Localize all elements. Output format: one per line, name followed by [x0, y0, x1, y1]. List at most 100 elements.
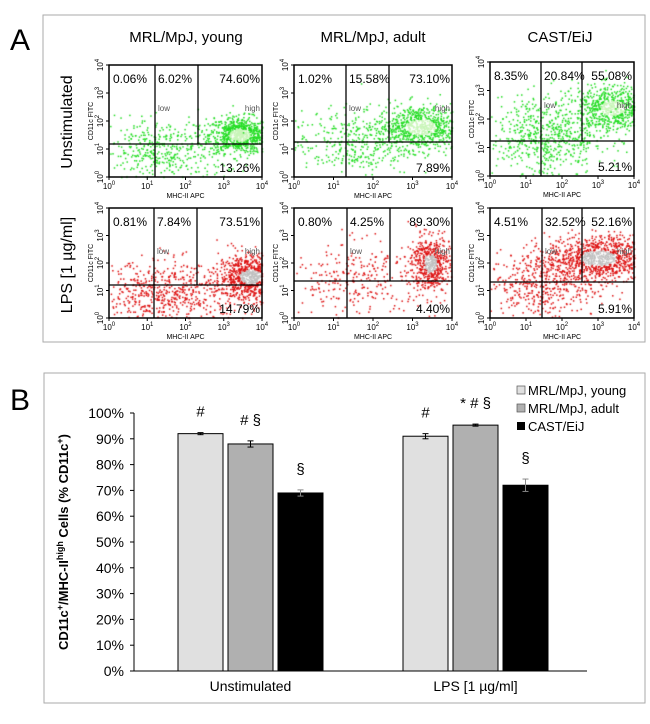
quadrant-percent-low: 6.02% [158, 72, 192, 86]
tick-exponent: 3 [227, 322, 231, 328]
tick-base: 10 [179, 182, 188, 191]
tick-base: 10 [628, 181, 637, 190]
x-tick-label: 100 [103, 322, 116, 332]
tick-base: 10 [96, 287, 105, 296]
legend-swatch-adult [516, 403, 526, 413]
quadrant-percent-lower-right: 5.21% [598, 160, 632, 174]
tick-base: 10 [477, 144, 486, 153]
tick-base: 10 [256, 323, 265, 332]
tick-exponent: 4 [95, 201, 101, 205]
y-tick-label: 20% [96, 611, 124, 627]
tick-exponent: 3 [415, 322, 419, 328]
tick-base: 10 [281, 118, 290, 127]
tick-exponent: 3 [280, 229, 286, 233]
tick-base: 10 [477, 116, 486, 125]
tick-exponent: 2 [376, 322, 380, 328]
tick-base: 10 [477, 205, 486, 214]
tick-base: 10 [281, 174, 290, 183]
tick-exponent: 2 [476, 256, 482, 260]
y-axis-label: CD11c FITC [273, 102, 280, 140]
bar-chart: 0% 10% 20% 30% 40% 50% 60% 70% 80% 90% 100% Unstimu… [88, 395, 587, 694]
x-tick-label: 102 [556, 322, 569, 332]
tick-exponent: 0 [297, 322, 301, 328]
bar [277, 492, 324, 672]
flow-plot: 8.35% 20.84% 55.08%5.21%low high10010010110… [469, 55, 641, 199]
quadrant-percent-low: 4.25% [350, 215, 384, 229]
gate-label-high: high [617, 247, 632, 256]
y-tick-label: 102 [95, 256, 105, 269]
tick-base: 10 [446, 323, 455, 332]
y-tick-label: 100% [88, 405, 124, 421]
quadrant-percent-high: 73.51% [219, 215, 260, 229]
tick-base: 10 [96, 90, 105, 99]
tick-exponent: 4 [455, 181, 459, 187]
tick-base: 10 [96, 260, 105, 269]
tick-base: 10 [477, 260, 486, 269]
y-tick-label: 101 [280, 284, 290, 297]
gate-label-low: low [545, 247, 557, 256]
significance-annotation: # [421, 405, 430, 422]
legend-label-cast: CAST/EiJ [528, 419, 584, 434]
tick-base: 10 [484, 323, 493, 332]
significance-annotation: § [521, 450, 529, 467]
y-tick-label: 103 [95, 229, 105, 242]
tick-base: 10 [556, 323, 565, 332]
panel-b-label: B [10, 384, 30, 417]
quadrant-percent-negative: 0.81% [113, 215, 147, 229]
y-tick-label: 100 [280, 311, 290, 324]
panel-b-frame [43, 372, 646, 704]
tick-exponent: 1 [95, 284, 101, 288]
tick-base: 10 [281, 62, 290, 71]
quadrant-percent-low: 7.84% [157, 215, 191, 229]
tick-exponent: 2 [476, 112, 482, 116]
tick-base: 10 [141, 182, 150, 191]
tick-exponent: 4 [265, 181, 269, 187]
tick-base: 10 [96, 315, 105, 324]
y-label-part: Cells (% CD11c [56, 444, 71, 542]
x-tick-label: 103 [592, 180, 605, 190]
tick-base: 10 [103, 182, 112, 191]
x-tick-label: 104 [256, 181, 269, 191]
x-tick-label: 101 [141, 181, 154, 191]
x-tick-label: 102 [179, 181, 192, 191]
x-axis-label: MHC-II APC [354, 334, 392, 341]
y-tick-label: 104 [476, 201, 486, 214]
y-tick-label: 60% [96, 508, 124, 524]
tick-exponent: 3 [476, 229, 482, 233]
y-tick-label: 30% [96, 586, 124, 602]
tick-exponent: 0 [476, 311, 482, 315]
tick-exponent: 1 [280, 142, 286, 146]
y-tick-label: 104 [95, 58, 105, 71]
significance-annotation: § [296, 461, 304, 478]
y-label-sup: high [55, 541, 65, 560]
tick-base: 10 [281, 146, 290, 155]
tick-base: 10 [218, 323, 227, 332]
y-tick-label: 40% [96, 560, 124, 576]
tick-exponent: 1 [336, 322, 340, 328]
quadrant-percent-low: 32.52% [545, 215, 586, 229]
tick-exponent: 2 [95, 114, 101, 118]
tick-exponent: 3 [601, 180, 605, 186]
flow-plot: 1.02% 15.58% 73.10%7.89%low high10010010110… [273, 58, 459, 200]
legend-label-young: MRL/MpJ, young [528, 383, 626, 398]
x-category-label: Unstimulated [210, 678, 292, 694]
significance-annotation: # § [240, 412, 261, 429]
x-tick-label: 104 [628, 180, 641, 190]
tick-exponent: 3 [227, 181, 231, 187]
row-label-lps: LPS [1 µg/ml] [59, 217, 76, 313]
y-tick-label: 103 [280, 229, 290, 242]
y-tick-label: 102 [95, 114, 105, 127]
legend-label-adult: MRL/MpJ, adult [528, 401, 619, 416]
x-tick-label: 104 [628, 322, 641, 332]
x-category-label: LPS [1 µg/ml] [433, 678, 517, 694]
bar [402, 435, 449, 672]
tick-base: 10 [281, 260, 290, 269]
y-label-sup: + [55, 438, 65, 443]
column-title-adult: MRL/MpJ, adult [320, 29, 426, 46]
tick-base: 10 [446, 182, 455, 191]
y-tick-label: 101 [476, 141, 486, 154]
tick-base: 10 [520, 181, 529, 190]
tick-exponent: 4 [637, 180, 641, 186]
y-tick-label: 90% [96, 431, 124, 447]
flow-plot: 0.80% 4.25% 89.30%4.40%low high100100101101… [273, 201, 459, 341]
